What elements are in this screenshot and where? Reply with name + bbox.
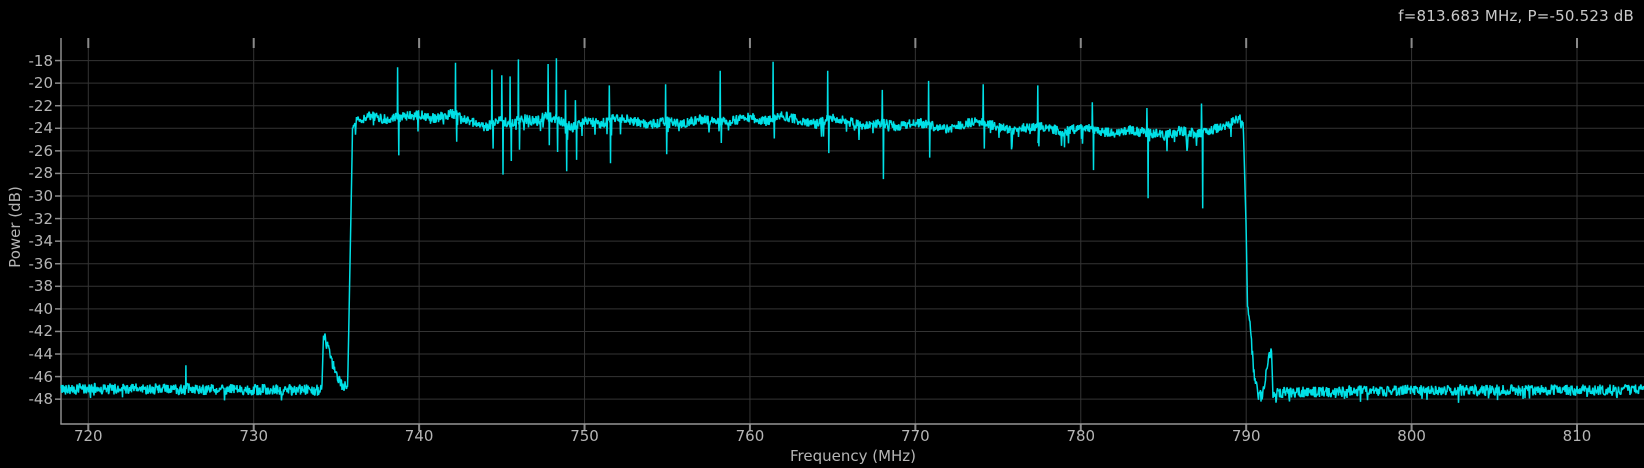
y-tick-label: -48	[28, 390, 54, 409]
y-tick-label: -34	[28, 232, 54, 251]
y-tick-label: -30	[28, 187, 54, 205]
y-tick-label: -22	[28, 96, 54, 115]
y-tick-label: -24	[28, 119, 54, 138]
x-tick-label: 780	[1066, 427, 1096, 445]
x-tick-label: 790	[1231, 427, 1261, 445]
x-tick-label: 720	[73, 427, 103, 445]
x-tick-label: 810	[1562, 427, 1592, 445]
y-tick-label: -44	[28, 345, 54, 364]
x-tick-label: 760	[735, 427, 765, 445]
spectrum-trace	[60, 58, 1644, 403]
y-tick-label: -36	[28, 254, 54, 273]
x-tick-label: 730	[239, 427, 269, 445]
y-tick-label: -32	[28, 209, 54, 228]
y-tick-label: -42	[28, 322, 54, 341]
y-tick-label: -28	[28, 164, 54, 183]
x-tick-label: 740	[404, 427, 434, 445]
x-tick-label: 770	[901, 427, 930, 445]
x-axis-title: Frequency (MHz)	[789, 447, 917, 465]
y-axis-title: Power (dB)	[6, 186, 24, 268]
x-tick-label: 750	[570, 427, 599, 445]
y-tick-label: -18	[28, 51, 54, 70]
cursor-readout: f=813.683 MHz, P=-50.523 dB	[1398, 7, 1634, 25]
y-tick-label: -26	[28, 141, 54, 160]
y-tick-label: -46	[28, 367, 54, 386]
y-tick-label: -20	[28, 74, 54, 93]
x-tick-label: 800	[1397, 427, 1426, 445]
y-tick-label: -38	[28, 277, 54, 296]
y-tick-label: -40	[28, 299, 54, 318]
